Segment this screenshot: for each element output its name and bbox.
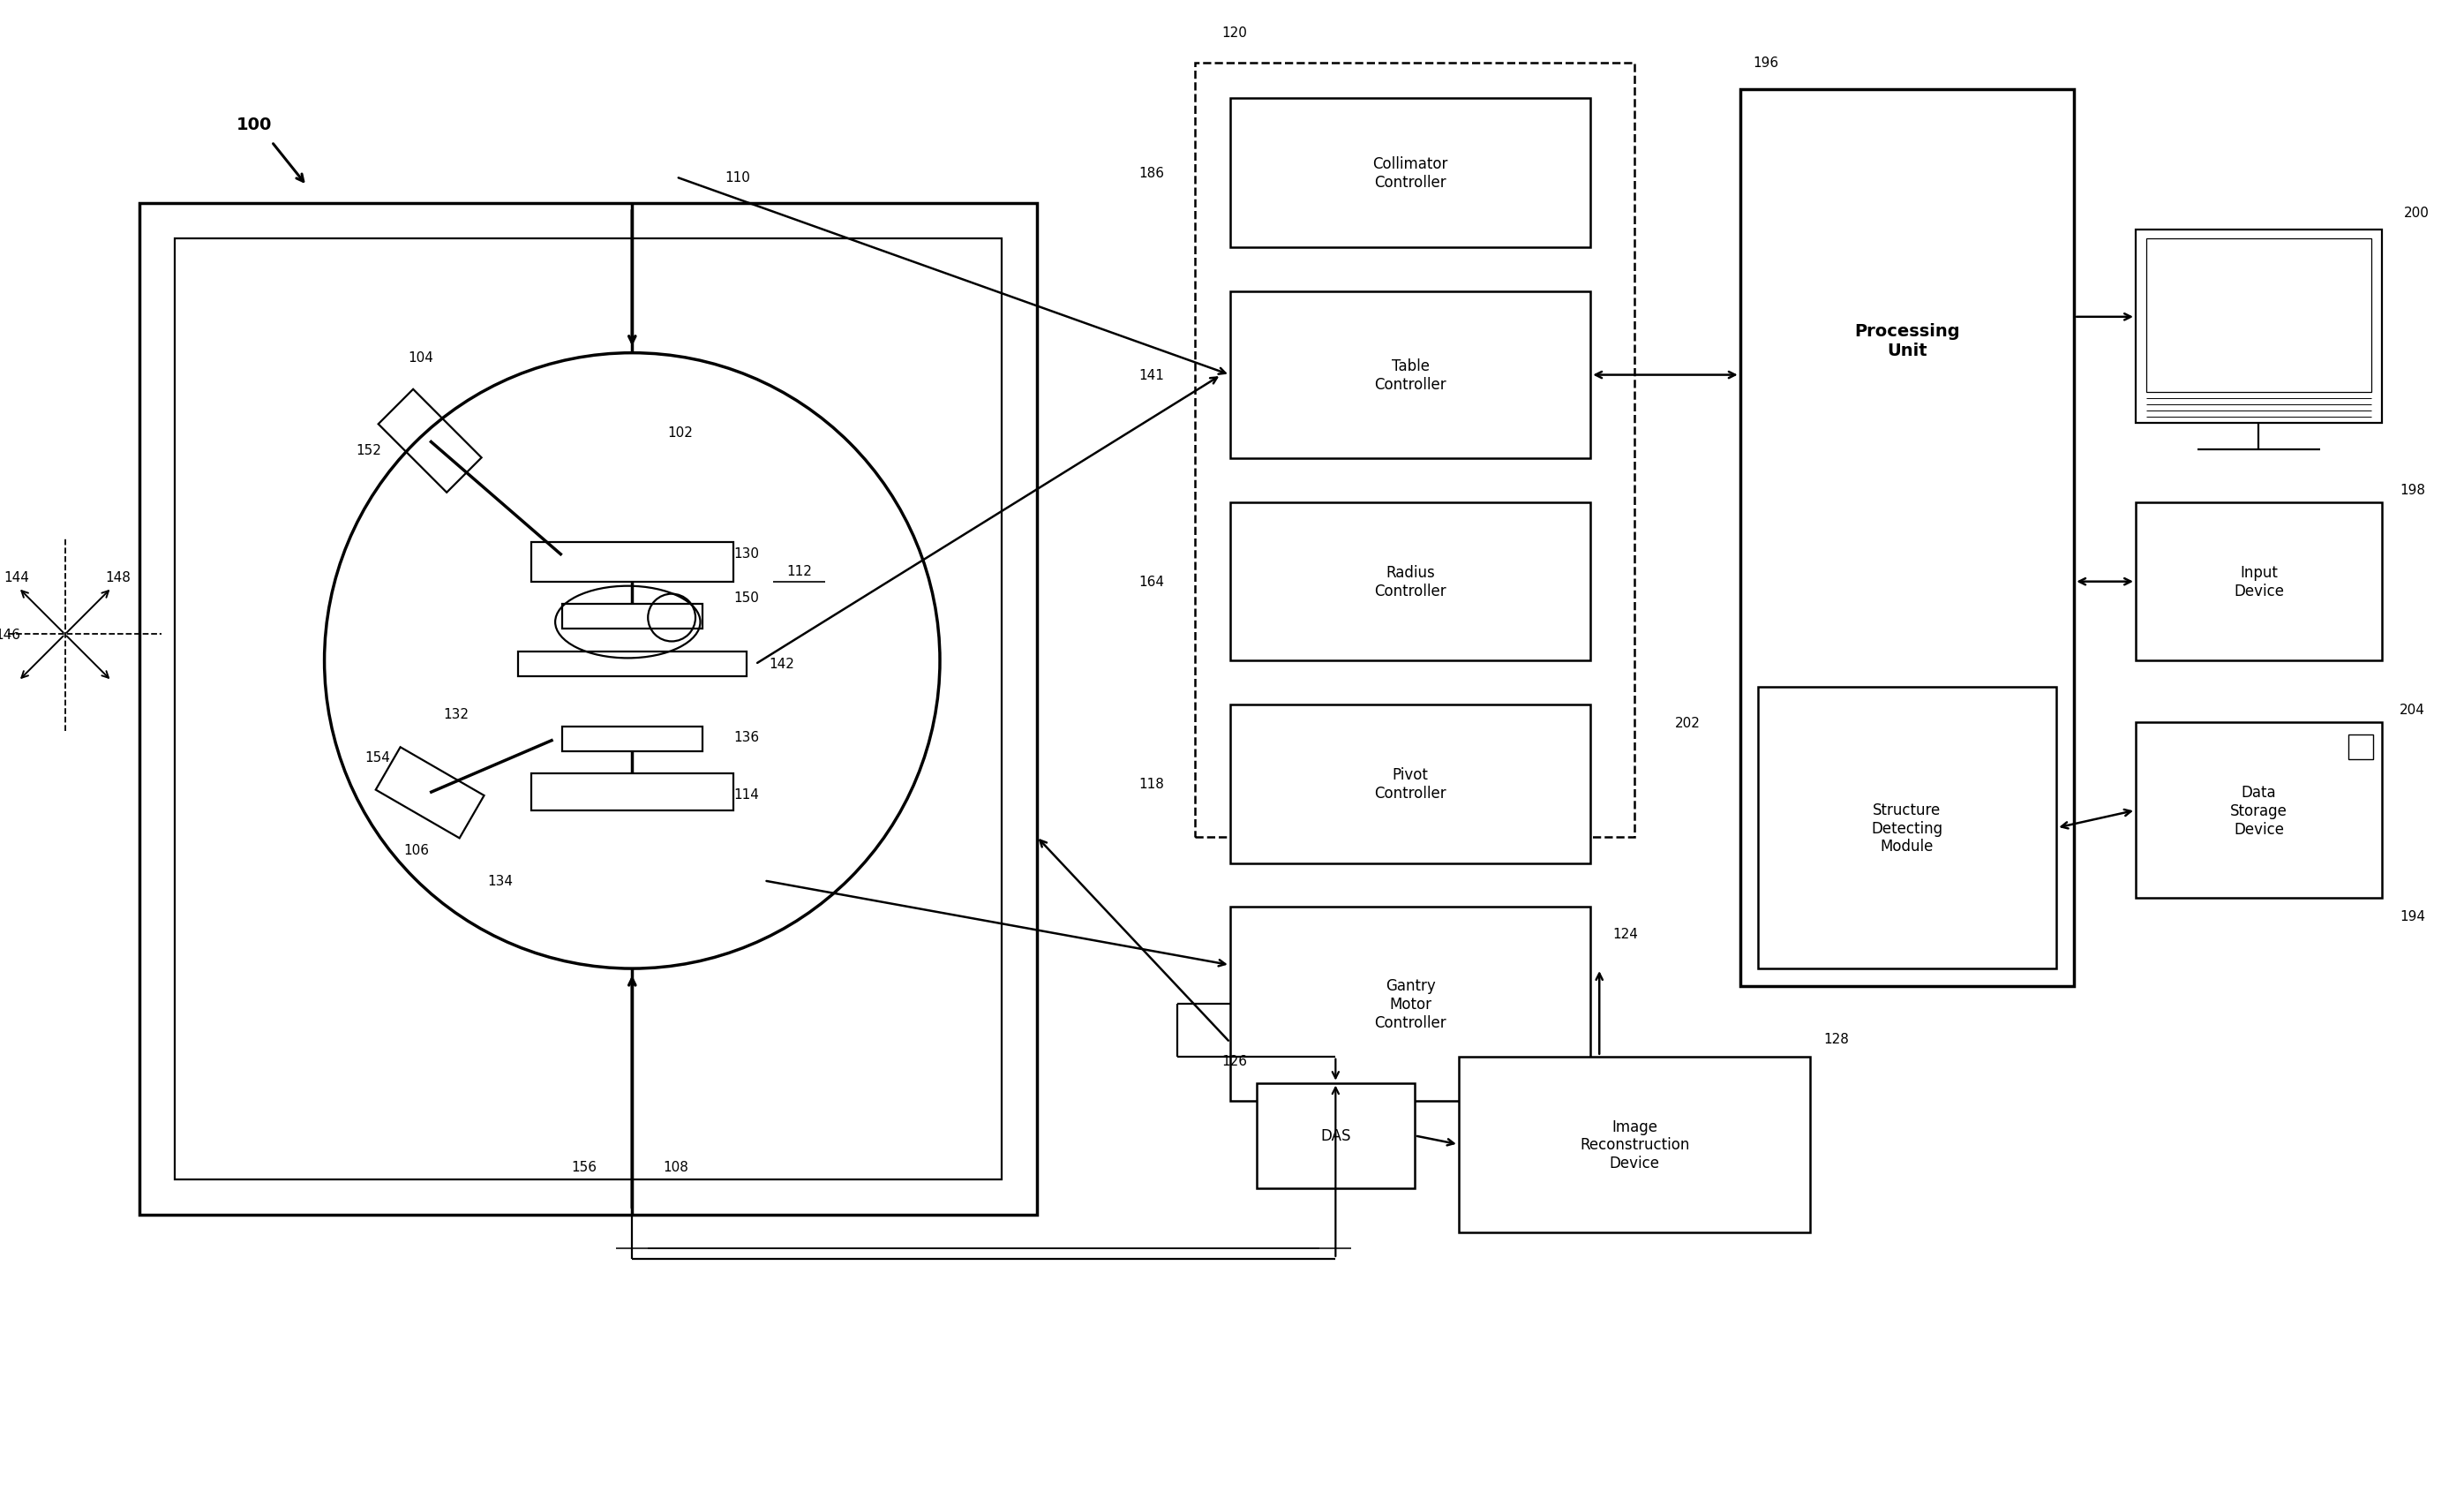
Text: 142: 142 bbox=[769, 657, 793, 670]
Bar bbox=[1459, 1057, 1811, 1232]
Text: 186: 186 bbox=[1138, 166, 1163, 180]
Bar bbox=[1757, 688, 2057, 968]
Text: 154: 154 bbox=[365, 751, 389, 764]
Bar bbox=[140, 204, 1037, 1216]
Text: Table
Controller: Table Controller bbox=[1375, 358, 1446, 393]
Bar bbox=[175, 240, 1000, 1180]
Bar bbox=[1230, 907, 1592, 1100]
Bar bbox=[1230, 504, 1592, 661]
Bar bbox=[562, 727, 702, 751]
Text: Structure
Detecting
Module: Structure Detecting Module bbox=[1870, 802, 1944, 854]
Text: 126: 126 bbox=[1222, 1054, 1247, 1067]
Text: 164: 164 bbox=[1138, 576, 1163, 589]
Bar bbox=[532, 773, 734, 811]
Text: 148: 148 bbox=[106, 571, 131, 585]
Text: 114: 114 bbox=[734, 788, 759, 802]
Text: 204: 204 bbox=[2400, 703, 2425, 717]
Bar bbox=[1230, 705, 1592, 863]
Text: 130: 130 bbox=[734, 547, 759, 561]
Text: 128: 128 bbox=[1823, 1033, 1848, 1046]
Bar bbox=[1257, 1084, 1414, 1189]
Bar bbox=[1195, 63, 1634, 836]
Text: Radius
Controller: Radius Controller bbox=[1375, 565, 1446, 600]
Text: 132: 132 bbox=[444, 708, 468, 721]
Text: 141: 141 bbox=[1138, 369, 1163, 382]
Text: Collimator
Controller: Collimator Controller bbox=[1372, 156, 1449, 190]
Bar bbox=[2146, 240, 2370, 393]
Bar bbox=[1230, 292, 1592, 459]
Text: 108: 108 bbox=[663, 1160, 690, 1174]
Text: 110: 110 bbox=[724, 171, 752, 184]
Text: 124: 124 bbox=[1611, 926, 1639, 940]
Bar bbox=[1230, 99, 1592, 247]
Text: 136: 136 bbox=[734, 730, 759, 744]
Bar bbox=[2136, 723, 2383, 898]
Text: 198: 198 bbox=[2400, 483, 2425, 496]
Text: 156: 156 bbox=[572, 1160, 596, 1174]
Bar bbox=[2348, 735, 2373, 760]
Text: 152: 152 bbox=[355, 444, 382, 457]
Text: 144: 144 bbox=[5, 571, 30, 585]
Text: 102: 102 bbox=[668, 426, 692, 439]
Text: Pivot
Controller: Pivot Controller bbox=[1375, 767, 1446, 802]
Text: 106: 106 bbox=[404, 844, 429, 857]
Text: 196: 196 bbox=[1754, 57, 1779, 70]
Text: Data
Storage
Device: Data Storage Device bbox=[2230, 784, 2287, 836]
Text: 146: 146 bbox=[0, 628, 20, 642]
Text: 120: 120 bbox=[1222, 25, 1247, 39]
Text: 202: 202 bbox=[1676, 717, 1700, 730]
Bar bbox=[532, 543, 734, 582]
Bar bbox=[1740, 90, 2075, 986]
Text: 150: 150 bbox=[734, 591, 759, 604]
Text: 118: 118 bbox=[1138, 778, 1163, 791]
Text: 134: 134 bbox=[488, 874, 513, 887]
Text: Input
Device: Input Device bbox=[2235, 565, 2284, 600]
Bar bbox=[517, 652, 747, 678]
Text: Image
Reconstruction
Device: Image Reconstruction Device bbox=[1579, 1118, 1690, 1171]
Text: Gantry
Motor
Controller: Gantry Motor Controller bbox=[1375, 977, 1446, 1030]
Text: 104: 104 bbox=[409, 351, 434, 364]
Text: 194: 194 bbox=[2400, 910, 2425, 923]
Text: 200: 200 bbox=[2405, 207, 2430, 219]
Text: DAS: DAS bbox=[1321, 1127, 1350, 1144]
Bar bbox=[562, 604, 702, 628]
Bar bbox=[2136, 504, 2383, 661]
Text: Processing
Unit: Processing Unit bbox=[1855, 322, 1959, 358]
Bar bbox=[2136, 231, 2383, 424]
Text: 112: 112 bbox=[786, 565, 813, 579]
Text: 100: 100 bbox=[237, 117, 271, 133]
